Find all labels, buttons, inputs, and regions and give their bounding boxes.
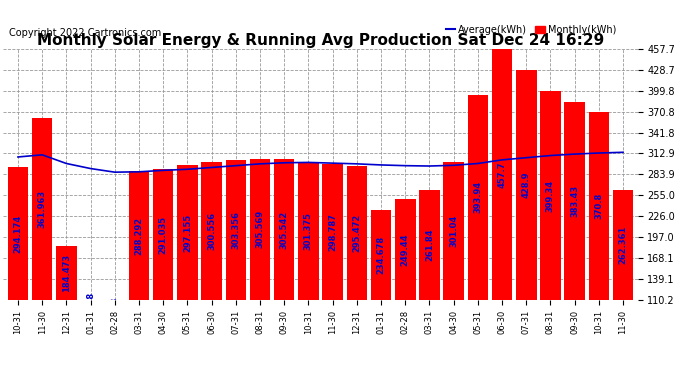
Text: 298.787: 298.787 <box>328 213 337 251</box>
Text: 361.963: 361.963 <box>38 190 47 228</box>
Text: 297.155: 297.155 <box>183 213 192 252</box>
Text: 291.035: 291.035 <box>159 216 168 254</box>
Legend: Average(kWh), Monthly(kWh): Average(kWh), Monthly(kWh) <box>442 21 620 39</box>
Text: 305.569: 305.569 <box>255 210 264 248</box>
Bar <box>346 166 367 300</box>
Text: 84.33: 84.33 <box>110 296 119 322</box>
Bar <box>589 112 609 300</box>
Bar <box>104 300 125 319</box>
Bar <box>540 91 561 300</box>
Text: 457.7: 457.7 <box>497 161 506 188</box>
Bar <box>395 200 415 300</box>
Bar <box>492 49 512 300</box>
Bar <box>8 167 28 300</box>
Bar <box>444 162 464 300</box>
Text: 288.292: 288.292 <box>135 216 144 255</box>
Bar <box>468 95 488 300</box>
Text: 301.375: 301.375 <box>304 212 313 250</box>
Bar <box>322 164 343 300</box>
Bar <box>32 118 52 300</box>
Bar <box>80 300 101 315</box>
Title: Monthly Solar Energy & Running Avg Production Sat Dec 24 16:29: Monthly Solar Energy & Running Avg Produ… <box>37 33 604 48</box>
Text: 295.472: 295.472 <box>353 214 362 252</box>
Bar <box>153 169 173 300</box>
Text: 184.473: 184.473 <box>62 254 71 292</box>
Bar <box>371 210 391 300</box>
Text: 305.542: 305.542 <box>279 210 288 249</box>
Bar <box>419 190 440 300</box>
Text: 89.318: 89.318 <box>86 291 95 324</box>
Bar <box>564 102 585 300</box>
Text: 383.43: 383.43 <box>570 185 579 217</box>
Text: Copyright 2022 Cartronics.com: Copyright 2022 Cartronics.com <box>9 28 161 38</box>
Bar <box>298 162 319 300</box>
Text: 262.361: 262.361 <box>618 226 627 264</box>
Bar <box>613 190 633 300</box>
Text: 300.556: 300.556 <box>207 212 216 250</box>
Text: 301.04: 301.04 <box>449 215 458 247</box>
Text: 294.174: 294.174 <box>14 214 23 253</box>
Text: 234.678: 234.678 <box>377 236 386 274</box>
Text: 303.356: 303.356 <box>231 211 240 249</box>
Text: 428.9: 428.9 <box>522 171 531 198</box>
Text: 261.84: 261.84 <box>425 229 434 261</box>
Text: 249.44: 249.44 <box>401 233 410 266</box>
Bar <box>129 171 149 300</box>
Text: 370.8: 370.8 <box>594 193 603 219</box>
Bar <box>56 246 77 300</box>
Bar <box>201 162 222 300</box>
Text: 393.94: 393.94 <box>473 182 482 213</box>
Bar <box>274 159 295 300</box>
Bar <box>177 165 197 300</box>
Text: 399.34: 399.34 <box>546 179 555 212</box>
Bar <box>516 70 537 300</box>
Bar <box>226 160 246 300</box>
Bar <box>250 159 270 300</box>
